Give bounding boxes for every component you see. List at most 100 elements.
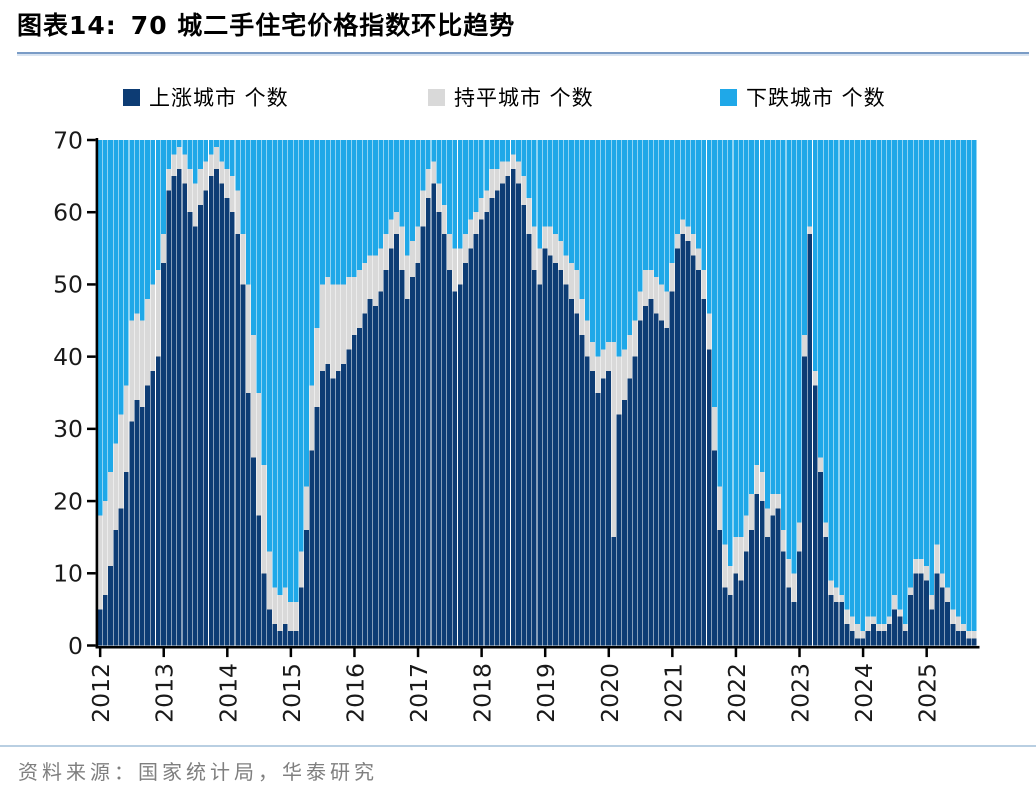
- bar-rising: [383, 269, 389, 646]
- bar-rising: [203, 190, 209, 646]
- bar-flat: [892, 594, 897, 610]
- bar-flat: [325, 277, 331, 364]
- x-tick: [480, 648, 483, 658]
- bar-flat: [579, 298, 585, 335]
- bar-falling: [282, 140, 288, 588]
- bar-flat: [786, 558, 792, 588]
- y-tick: [87, 210, 96, 214]
- bar-rising: [235, 233, 240, 646]
- bar-falling: [198, 140, 203, 169]
- bar-falling: [659, 140, 664, 285]
- x-tick: [543, 648, 547, 658]
- x-tick-label: 2014: [214, 663, 242, 723]
- bar-rising: [346, 349, 352, 646]
- bar-falling: [547, 140, 553, 227]
- bar-rising: [706, 349, 712, 646]
- y-tick: [87, 644, 96, 647]
- bar-flat: [754, 464, 760, 494]
- bar-falling: [812, 140, 818, 372]
- bar-falling: [664, 140, 670, 292]
- bar-falling: [908, 140, 913, 588]
- bar-flat: [145, 298, 150, 386]
- bar-rising: [224, 197, 230, 646]
- bar-flat: [383, 233, 389, 270]
- y-tick-label: 0: [68, 632, 83, 660]
- bar-rising: [791, 602, 797, 646]
- bar-falling: [531, 140, 537, 227]
- bar-flat: [553, 233, 558, 263]
- bar-falling: [722, 140, 728, 545]
- bar-flat: [664, 291, 670, 328]
- bar-falling: [224, 140, 230, 169]
- bar-falling: [653, 140, 659, 278]
- bar-falling: [886, 140, 892, 617]
- x-tick: [353, 648, 356, 658]
- bar-flat: [489, 168, 495, 198]
- bar-rising: [955, 631, 961, 646]
- bar-falling: [261, 140, 267, 465]
- x-tick: [289, 648, 293, 658]
- bar-flat: [913, 558, 919, 574]
- bar-flat: [690, 233, 696, 256]
- bar-falling: [526, 140, 532, 198]
- bar-rising: [876, 631, 882, 646]
- axes-group: [87, 138, 980, 658]
- bar-rising: [431, 183, 437, 646]
- bar-flat: [918, 558, 924, 574]
- bar-rising: [489, 197, 495, 646]
- bar-flat: [288, 602, 293, 632]
- bar-flat: [775, 493, 781, 509]
- bar-flat: [659, 284, 664, 321]
- bar-flat: [812, 371, 818, 386]
- bar-falling: [759, 140, 765, 473]
- bar-flat: [425, 168, 431, 198]
- bar-rising: [166, 190, 172, 646]
- bar-flat: [235, 190, 240, 234]
- bar-flat: [796, 522, 802, 552]
- bar-flat: [139, 320, 145, 408]
- bar-rising: [579, 334, 585, 646]
- bar-falling: [208, 140, 214, 155]
- bar-rising: [934, 573, 940, 646]
- bar-flat: [706, 313, 712, 350]
- bar-falling: [579, 140, 585, 299]
- bar-falling: [669, 140, 675, 263]
- bar-flat: [320, 284, 325, 372]
- bar-falling: [749, 140, 754, 494]
- bar-rising: [690, 255, 696, 646]
- bar-rising: [648, 298, 654, 646]
- bar-flat: [415, 226, 421, 263]
- bar-rising: [425, 197, 431, 646]
- bar-rising: [595, 392, 601, 646]
- bar-flat: [272, 587, 278, 624]
- bar-falling: [516, 140, 521, 162]
- bar-falling: [823, 140, 829, 523]
- bar-falling: [971, 140, 977, 632]
- bar-falling: [484, 140, 490, 191]
- bar-flat: [955, 616, 961, 632]
- legend-item-flat: 持平城市 个数: [428, 84, 594, 110]
- bar-flat: [256, 392, 262, 516]
- bar-rising: [542, 248, 548, 646]
- bar-falling: [743, 140, 749, 516]
- bar-falling: [881, 140, 887, 624]
- bar-rising: [717, 529, 723, 646]
- bar-rising: [309, 450, 315, 646]
- bar-flat: [473, 212, 479, 234]
- bar-falling: [134, 140, 140, 314]
- bar-flat: [908, 587, 913, 595]
- bar-flat: [129, 320, 135, 422]
- bar-flat: [823, 522, 829, 538]
- bar-falling: [304, 140, 309, 487]
- bar-flat: [902, 623, 908, 632]
- bar-flat: [330, 284, 336, 379]
- rising-swatch-icon: [123, 88, 140, 106]
- bar-falling: [542, 140, 548, 227]
- bar-rising: [913, 573, 919, 646]
- bar-falling: [706, 140, 712, 314]
- bar-rising: [251, 457, 256, 646]
- bar-rising: [537, 284, 542, 646]
- bar-falling: [256, 140, 262, 393]
- bar-falling: [796, 140, 802, 523]
- page-title: 图表14: 70 城二手住宅价格指数环比趋势: [17, 6, 1017, 42]
